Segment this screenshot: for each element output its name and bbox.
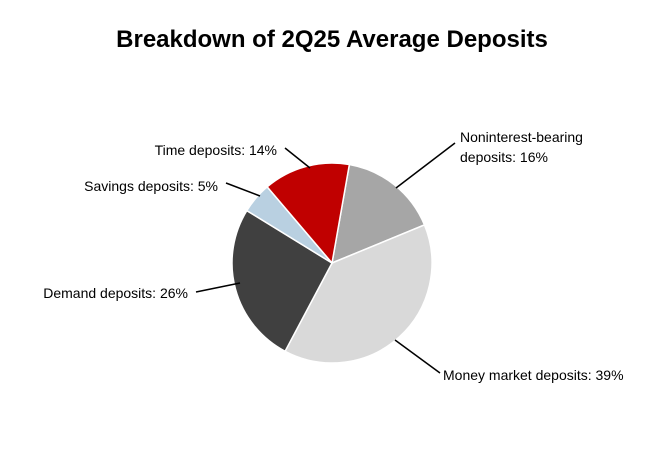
pie-slice — [331, 163, 426, 265]
chart-title: Breakdown of 2Q25 Average Deposits — [116, 26, 548, 53]
pie-slice — [284, 223, 433, 364]
leader-line — [394, 339, 441, 374]
leader-line — [225, 182, 261, 197]
leader-line — [284, 147, 311, 169]
pie-slice — [231, 209, 333, 353]
pie-slice — [266, 162, 351, 265]
slice-label: Savings deposits: 5% — [84, 178, 218, 194]
slice-label: Demand deposits: 26% — [43, 285, 188, 301]
leader-line — [195, 282, 241, 293]
slice-label: Time deposits: 14% — [154, 142, 277, 158]
slice-label: Noninterest-bearing deposits: 16% — [460, 129, 583, 165]
leader-line — [395, 142, 456, 189]
slice-label: Money market deposits: 39% — [443, 367, 624, 383]
